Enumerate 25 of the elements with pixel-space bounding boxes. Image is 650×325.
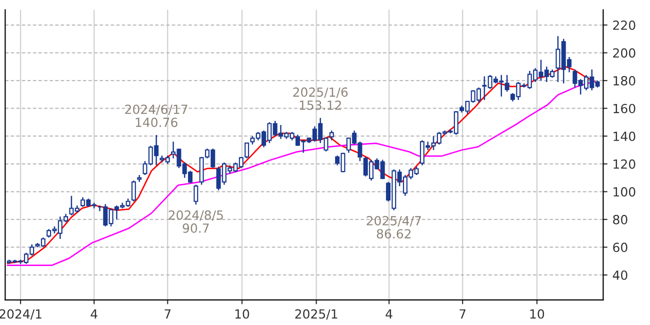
annotation: 2025/4/7 86.62 (366, 216, 421, 239)
y-tick-label: 140 (614, 132, 636, 142)
y-tick-label: 40 (612, 270, 628, 280)
annotation: 2025/1/6 153.12 (293, 87, 348, 110)
x-tick-label: 2025/1 (295, 309, 338, 320)
x-tick-label: 4 (90, 309, 98, 318)
y-tick-label: 160 (614, 104, 636, 114)
y-tick-label: 100 (614, 187, 636, 197)
y-tick-label: 180 (614, 76, 636, 86)
candlestick (131, 180, 136, 202)
y-tick-label: 220 (613, 20, 636, 30)
y-tick-label: 80 (613, 214, 628, 224)
candlestick (194, 184, 198, 206)
candlestick (329, 130, 334, 141)
x-tick-label: 10 (530, 309, 544, 319)
x-tick-label: 7 (164, 309, 171, 318)
y-tick-label: 200 (613, 48, 636, 58)
x-tick-label: 10 (235, 309, 250, 319)
y-tick-label: 60 (613, 242, 628, 252)
x-tick-label: 4 (386, 309, 392, 318)
candlestick (504, 74, 510, 92)
annotation: 2024/8/5 90.7 (168, 210, 223, 233)
x-tick-label: 7 (460, 309, 466, 318)
y-tick-label: 120 (614, 159, 636, 169)
annotation: 2024/6/17 140.76 (125, 104, 188, 128)
